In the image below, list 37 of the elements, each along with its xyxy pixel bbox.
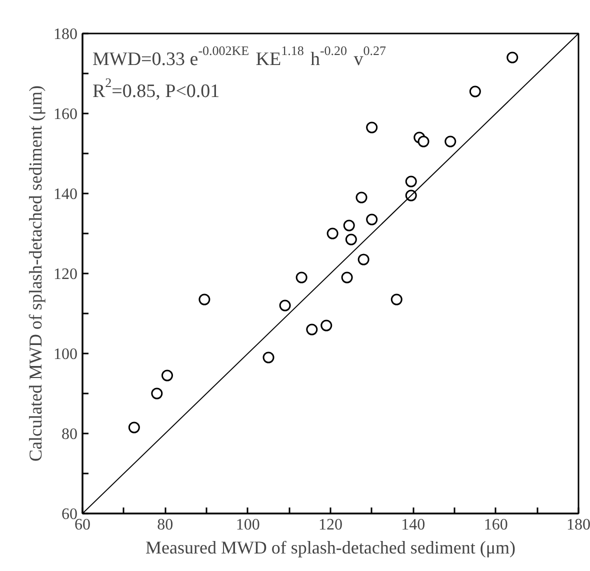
y-axis-title: Calculated MWD of splash-detached sediment (μm) (26, 85, 46, 462)
point (358, 254, 370, 266)
point (341, 272, 353, 284)
x-tick-label: 120 (318, 516, 342, 534)
x-axis-title: Measured MWD of splash-detached sediment (μm) (145, 538, 516, 558)
point (262, 352, 274, 364)
point (506, 52, 518, 64)
point (343, 220, 355, 232)
point (279, 300, 291, 312)
point (390, 294, 402, 306)
x-tick-label: 160 (484, 516, 508, 534)
point (366, 122, 378, 134)
point (356, 192, 368, 204)
x-tick-label: 100 (236, 516, 260, 534)
y-tick-label: 140 (54, 186, 78, 203)
point (128, 422, 140, 434)
point (418, 136, 430, 148)
point (306, 324, 318, 336)
point (405, 176, 417, 188)
y-tick-label: 180 (54, 26, 78, 43)
point (198, 294, 210, 306)
point (320, 320, 332, 332)
point (345, 234, 357, 246)
y-tick-label: 100 (54, 346, 78, 363)
point (296, 272, 308, 284)
point (469, 86, 481, 98)
y-tick-label: 120 (54, 266, 78, 283)
x-tick-label: 140 (401, 516, 426, 534)
point (161, 370, 173, 382)
y-tick-label: 160 (54, 106, 78, 123)
x-tick-label: 80 (157, 516, 174, 534)
point (151, 388, 163, 400)
y-tick-label: 80 (62, 426, 78, 443)
point (444, 136, 456, 148)
point (366, 214, 378, 226)
x-tick-label: 180 (566, 516, 590, 534)
point (326, 228, 338, 240)
